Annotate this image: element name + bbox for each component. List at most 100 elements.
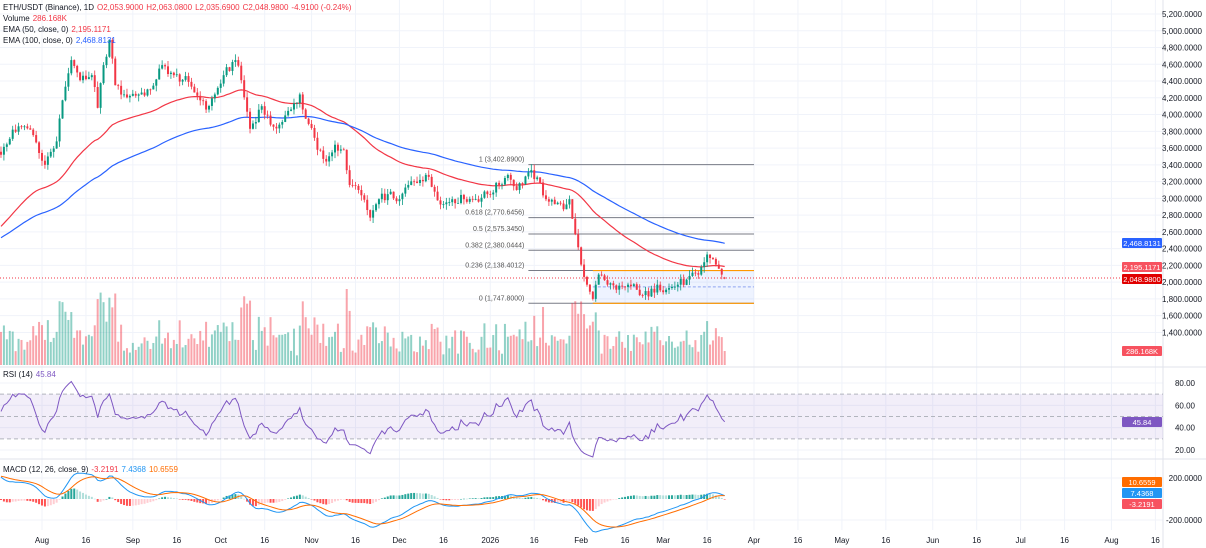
macd-histogram-bar <box>228 495 231 499</box>
fib-retracement[interactable]: 1 (3,402.8900) 0.618 (2,770.6456) 0.5 (2,5… <box>0 157 1163 304</box>
macd-histogram-bar <box>55 499 58 503</box>
candle-body <box>685 279 688 285</box>
macd-histogram-bar <box>90 496 93 499</box>
candle-body <box>35 135 38 143</box>
volume-bar <box>697 351 700 365</box>
candle-body <box>439 200 442 205</box>
time-axis-label: May <box>834 536 849 545</box>
volume-bar <box>714 328 717 365</box>
macd-histogram-bar <box>187 499 190 501</box>
volume-bar <box>703 331 706 365</box>
candle-body <box>697 273 700 275</box>
ema50-price-badge-bg <box>1122 262 1162 272</box>
volume-bar <box>386 332 389 365</box>
macd-histogram-bar <box>328 499 331 505</box>
volume-legend[interactable]: Volume 286.168K <box>3 14 70 24</box>
macd-histogram-bar <box>243 498 246 500</box>
candle-body <box>372 210 375 218</box>
candle-body <box>703 262 706 268</box>
candle-body <box>413 181 416 183</box>
candle-body <box>600 274 603 276</box>
axes[interactable]: Aug 16 Sep 16 Oct 16 Nov 16 Dec 16 2026 16 Feb 16 Mar 1… <box>35 10 1203 545</box>
volume-bar <box>342 348 345 365</box>
volume-bar <box>486 347 489 365</box>
volume-bar <box>111 307 114 365</box>
volume-bar <box>351 350 354 365</box>
rsi-legend[interactable]: RSI (14) 45.84 <box>3 370 59 380</box>
candle-body <box>120 85 123 95</box>
ohlc-low: L2,035.6900 <box>195 3 240 12</box>
volume-bar <box>202 340 205 365</box>
volume-bar <box>477 349 480 365</box>
candle-body <box>322 150 325 159</box>
macd-histogram-bar <box>331 499 334 503</box>
volume-bar <box>700 334 703 365</box>
volume-bar <box>172 339 175 365</box>
ema50-legend[interactable]: EMA (50, close, 0) 2,195.1171 <box>3 25 114 35</box>
ohlc-change: -4.9100 (-0.24%) <box>291 3 352 12</box>
macd-histogram-bar <box>342 499 345 500</box>
candle-body <box>647 291 650 297</box>
candle-body <box>5 144 8 147</box>
candle-body <box>225 67 228 76</box>
volume-bar <box>627 335 629 365</box>
price-axis-label: 2,000.0000 <box>1162 278 1203 287</box>
candle-body <box>316 137 319 150</box>
macd-histogram-bar <box>624 496 627 499</box>
candle-body <box>474 199 477 200</box>
volume-bar <box>114 293 117 365</box>
macd-histogram-bar <box>706 493 709 499</box>
volume-bar <box>430 323 433 365</box>
macd-histogram-bar <box>676 495 679 499</box>
macd-histogram-bar <box>459 498 462 500</box>
macd-histogram-bar <box>527 497 530 499</box>
candle-body <box>58 118 61 142</box>
macd-histogram-bar <box>202 499 205 504</box>
macd-histogram-bar <box>448 499 451 501</box>
candle-body <box>102 65 105 84</box>
ema100-legend[interactable]: EMA (100, close, 0) 2,468.8131 <box>3 36 119 46</box>
volume-bar <box>427 349 430 365</box>
candle-body <box>585 276 588 285</box>
candle-body <box>73 60 76 66</box>
macd-histogram-bar <box>606 499 609 502</box>
candle-body <box>445 202 448 205</box>
last-price-badge: 2,048.9800 <box>1122 274 1162 284</box>
candle-body <box>249 111 252 129</box>
volume-bar <box>542 306 545 365</box>
volume-bar <box>407 336 410 365</box>
macd-histogram-bar <box>181 499 184 500</box>
volume-bar <box>73 337 76 365</box>
volume-bar <box>298 325 301 365</box>
candle-body <box>219 83 222 88</box>
ema100-price-badge-bg <box>1122 238 1162 248</box>
volume-bar <box>210 334 213 365</box>
volume-bar <box>234 339 237 365</box>
macd-histogram-bar <box>591 499 594 511</box>
macd-histogram-bar <box>357 499 360 503</box>
symbol-legend[interactable]: ETH/USDT (Binance), 1D O2,053.9000 H2,063.… <box>3 3 354 13</box>
macd-histogram-bar <box>597 499 600 507</box>
macd-legend[interactable]: MACD (12, 26, close, 9) -3.2191 7.4368 10.6… <box>3 465 181 475</box>
macd-histogram-bar <box>503 495 506 499</box>
macd-histogram-bar <box>193 499 196 502</box>
candle-body <box>310 123 313 128</box>
volume-bar <box>372 322 375 365</box>
candle-body <box>240 65 243 81</box>
macd-histogram-bar <box>366 499 369 504</box>
macd-line-badge: 7.4368 <box>1122 488 1162 498</box>
volume-bar <box>501 353 504 365</box>
candle-body <box>137 94 140 96</box>
volume-bar <box>292 328 295 365</box>
macd-histogram-bar <box>588 499 591 511</box>
candle-body <box>29 128 32 130</box>
candle-body <box>679 278 682 285</box>
macd-histogram-bar <box>483 497 486 499</box>
volume-bar <box>685 330 688 365</box>
macd-histogram-bar <box>131 499 134 506</box>
macd-histogram-bar <box>603 499 606 503</box>
volume-bar <box>158 320 161 365</box>
macd-histogram-bar <box>2 499 5 502</box>
rsi-value: 45.84 <box>35 370 56 379</box>
